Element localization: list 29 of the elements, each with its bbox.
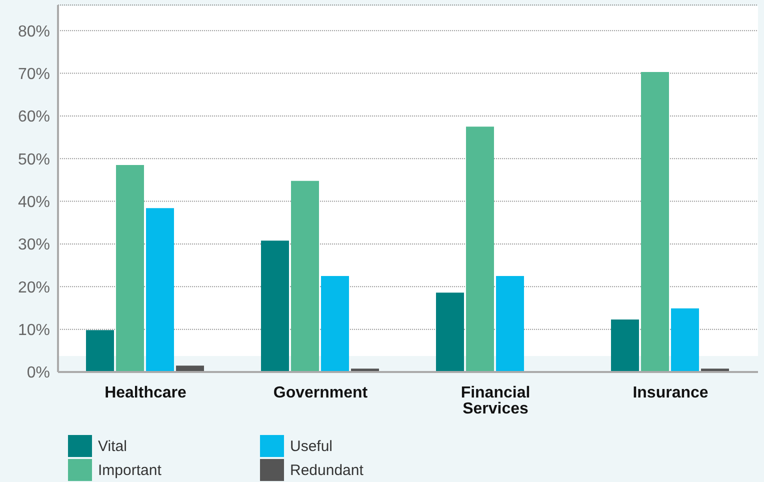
y-tick-label: 20% — [18, 279, 50, 296]
bar — [436, 292, 464, 372]
bar — [146, 208, 174, 372]
x-tick-label: Insurance — [632, 384, 708, 402]
bar — [261, 240, 289, 372]
bar — [611, 320, 639, 372]
y-tick-label: 50% — [18, 151, 50, 168]
bar — [116, 165, 144, 372]
bar — [671, 308, 699, 372]
bar — [466, 126, 494, 372]
x-tick-label: Financial Services — [460, 384, 530, 418]
bar — [321, 276, 349, 372]
legend-label: Important — [98, 462, 162, 478]
y-tick-label: 40% — [18, 194, 50, 211]
legend-label: Redundant — [290, 462, 364, 478]
legend-label: Useful — [290, 438, 333, 454]
legend-label: Vital — [98, 438, 127, 454]
y-tick-label: 60% — [18, 108, 50, 126]
x-tick-label: Government — [273, 384, 368, 402]
bar — [86, 330, 114, 372]
x-tick-label: Healthcare — [104, 384, 187, 402]
y-tick-label: 70% — [18, 66, 50, 83]
y-tick-label: 80% — [18, 23, 50, 40]
y-tick-label: 0% — [26, 364, 50, 382]
bar — [291, 180, 319, 372]
y-tick-label: 10% — [18, 322, 50, 340]
bar — [641, 72, 669, 372]
bar — [496, 276, 524, 372]
y-tick-label: 30% — [18, 236, 50, 254]
